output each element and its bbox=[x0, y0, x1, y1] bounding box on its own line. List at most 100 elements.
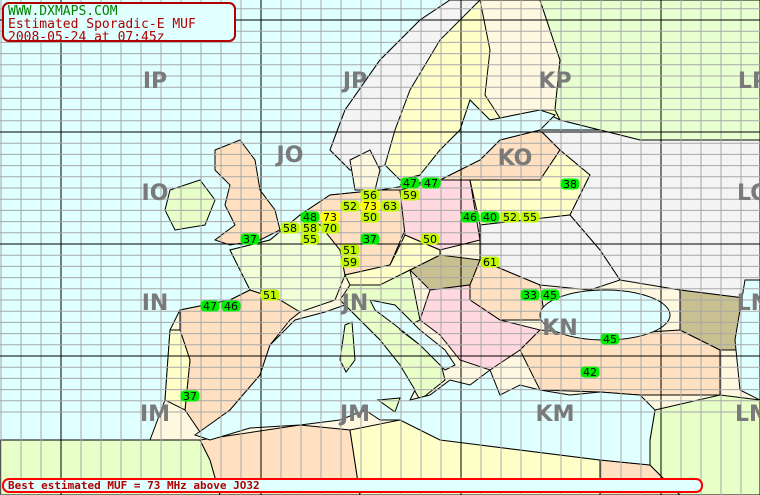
muf-marker-bg bbox=[260, 289, 280, 301]
muf-marker: 48 bbox=[300, 211, 320, 224]
muf-marker: 47 bbox=[200, 300, 220, 313]
muf-marker: 59 bbox=[400, 189, 420, 202]
muf-marker-bg bbox=[380, 200, 400, 212]
muf-marker-bg bbox=[200, 300, 220, 312]
muf-marker-bg bbox=[580, 366, 600, 378]
muf-marker: 70 bbox=[320, 222, 340, 235]
muf-value: 58 bbox=[283, 222, 297, 235]
muf-marker-bg bbox=[280, 222, 300, 234]
muf-marker: 63 bbox=[380, 200, 400, 213]
muf-value: 70 bbox=[323, 222, 337, 235]
muf-value: 61 bbox=[483, 256, 497, 269]
grid-square-label: JO bbox=[275, 143, 304, 168]
grid-square-label: IM bbox=[140, 402, 170, 427]
muf-value: 45 bbox=[543, 289, 557, 302]
great-britain bbox=[213, 139, 281, 246]
muf-value: 73 bbox=[323, 211, 337, 224]
muf-marker-bg bbox=[420, 233, 440, 245]
muf-value: 51 bbox=[343, 244, 357, 257]
muf-marker-bg bbox=[240, 233, 260, 245]
muf-value: 55 bbox=[523, 211, 537, 224]
muf-marker-bg bbox=[400, 177, 420, 189]
muf-marker: 61 bbox=[480, 256, 500, 269]
muf-marker-bg bbox=[600, 333, 620, 345]
muf-marker-bg bbox=[300, 211, 320, 223]
muf-value: 38 bbox=[563, 178, 577, 191]
muf-marker-bg bbox=[340, 200, 360, 212]
title-box: WWW.DXMAPS.COM Estimated Sporadic-E MUF … bbox=[2, 2, 236, 45]
muf-marker-bg bbox=[520, 211, 540, 223]
muf-marker: 55 bbox=[520, 211, 540, 224]
muf-value: 52 bbox=[343, 200, 357, 213]
best-muf-summary: Best estimated MUF = 73 MHz above JO32 bbox=[2, 478, 703, 493]
muf-marker-bg bbox=[421, 177, 441, 189]
muf-marker: 58 bbox=[280, 222, 300, 235]
muf-marker-bg bbox=[460, 211, 480, 223]
timestamp: 2008-05-24 at 07:45z bbox=[8, 30, 165, 45]
muf-marker: 46 bbox=[460, 211, 480, 224]
muf-value: 59 bbox=[403, 189, 417, 202]
locator-labels: IP JP KP LP IO JO KO LO IN JN KN LN IM JM KM LM bbox=[140, 69, 760, 427]
muf-marker-bg bbox=[480, 211, 500, 223]
sicily bbox=[376, 397, 401, 413]
muf-marker: 37 bbox=[240, 233, 260, 246]
muf-marker: 51 bbox=[340, 244, 360, 257]
muf-marker-bg bbox=[480, 256, 500, 268]
muf-marker-bg bbox=[340, 256, 360, 268]
muf-marker: 73 bbox=[360, 200, 380, 213]
muf-marker-bg bbox=[560, 178, 580, 190]
grid-square-label: IP bbox=[143, 69, 167, 94]
muf-marker-bg bbox=[540, 289, 560, 301]
muf-value: 58 bbox=[303, 222, 317, 235]
muf-marker: 50 bbox=[420, 233, 440, 246]
grid-square-label: LM bbox=[735, 402, 760, 427]
muf-marker: 37 bbox=[360, 233, 380, 246]
grid-square-label: JN bbox=[340, 291, 369, 316]
muf-marker-bg bbox=[520, 289, 540, 301]
muf-marker: 45 bbox=[600, 333, 620, 346]
muf-value: 50 bbox=[423, 233, 437, 246]
muf-marker-bg bbox=[320, 222, 340, 234]
grid-square-label: IN bbox=[142, 291, 169, 316]
muf-marker-bg bbox=[360, 189, 380, 201]
muf-marker-bg bbox=[300, 222, 320, 234]
muf-value: 55 bbox=[303, 233, 317, 246]
muf-value: 52 bbox=[503, 211, 517, 224]
muf-value: 56 bbox=[363, 189, 377, 202]
muf-marker: 56 bbox=[360, 189, 380, 202]
muf-marker-bg bbox=[320, 211, 340, 223]
muf-value: 46 bbox=[463, 211, 477, 224]
muf-value: 40 bbox=[483, 211, 497, 224]
muf-marker: 45 bbox=[540, 289, 560, 302]
muf-value: 51 bbox=[263, 289, 277, 302]
muf-value: 37 bbox=[243, 233, 257, 246]
muf-value: 59 bbox=[343, 256, 357, 269]
muf-marker-bg bbox=[221, 300, 241, 312]
muf-marker-bg bbox=[400, 189, 420, 201]
muf-marker: 37 bbox=[180, 390, 200, 403]
muf-marker-bg bbox=[500, 211, 520, 223]
muf-marker: 59 bbox=[340, 256, 360, 269]
muf-value: 48 bbox=[303, 211, 317, 224]
grid-square-label: LO bbox=[737, 181, 760, 206]
muf-value: 47 bbox=[424, 177, 438, 190]
muf-marker: 40 bbox=[480, 211, 500, 224]
muf-marker: 73 bbox=[320, 211, 340, 224]
grid-square-label: JM bbox=[338, 402, 370, 427]
grid-square-label: KM bbox=[536, 402, 575, 427]
muf-marker: 55 bbox=[300, 233, 320, 246]
muf-marker: 47 bbox=[400, 177, 420, 190]
muf-value: 33 bbox=[523, 289, 537, 302]
muf-value: 50 bbox=[363, 211, 377, 224]
grid-square-label: KO bbox=[498, 146, 533, 171]
muf-marker-bg bbox=[180, 390, 200, 402]
muf-value: 37 bbox=[363, 233, 377, 246]
muf-value: 37 bbox=[183, 390, 197, 403]
muf-marker: 46 bbox=[221, 300, 241, 313]
muf-marker: 52 bbox=[500, 211, 520, 224]
muf-marker-bg bbox=[300, 233, 320, 245]
